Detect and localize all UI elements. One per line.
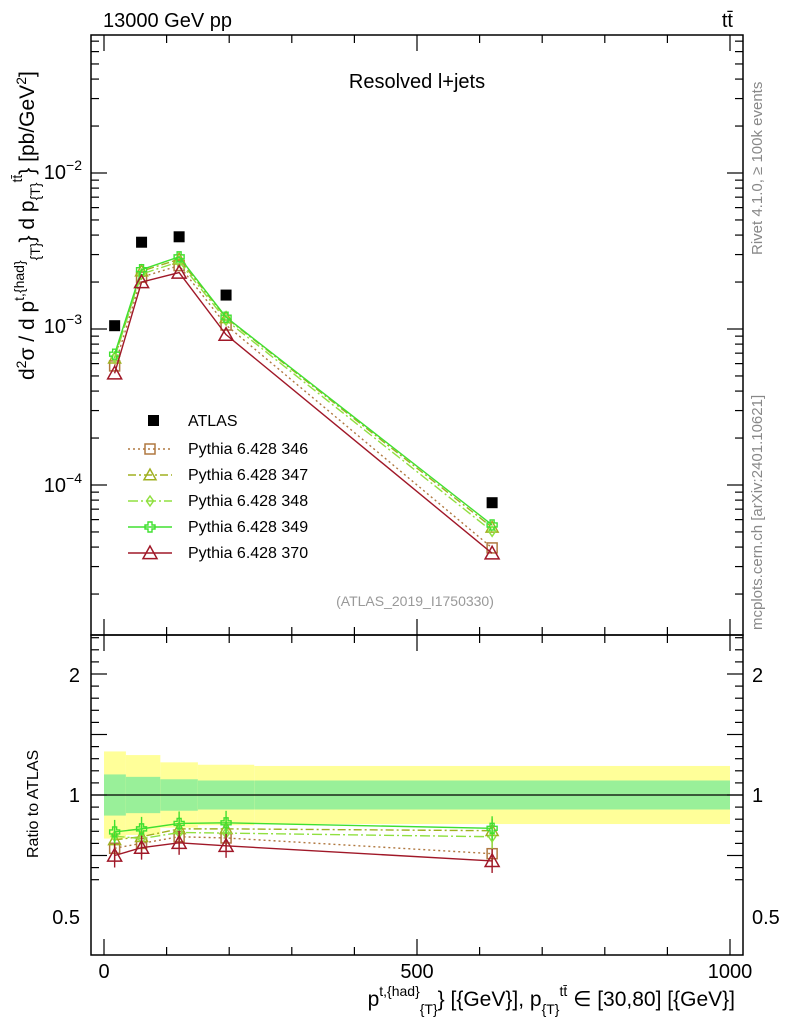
series-point-4 bbox=[170, 264, 188, 279]
ylabel-part: d bbox=[16, 368, 39, 380]
xlabel-part: ∈ [30,80] [{GeV}] bbox=[567, 988, 735, 1011]
ratio-point-4 bbox=[133, 839, 150, 854]
x-tick-label-500: 500 bbox=[400, 961, 433, 983]
ratio-point-3 bbox=[135, 823, 148, 835]
series-line-3 bbox=[113, 256, 493, 526]
legend-label-atlas: ATLAS bbox=[188, 413, 238, 430]
atlas-data-point bbox=[220, 289, 232, 301]
atlas-data-point bbox=[173, 231, 185, 243]
y-tick-label-1e-3: 10−3 bbox=[44, 311, 82, 338]
energy-label: 13000 GeV pp bbox=[103, 10, 232, 32]
ratio-tick-label-2-left: 2 bbox=[69, 665, 80, 687]
y-tick-label-1e-4: 10−4 bbox=[44, 470, 82, 497]
ylabel-part: {T} bbox=[27, 182, 43, 200]
legend-label-346: Pythia 6.428 346 bbox=[188, 441, 308, 458]
process-label: tt̄ bbox=[722, 10, 734, 32]
ratio-point-3 bbox=[173, 817, 185, 830]
main-series bbox=[106, 251, 501, 560]
ratio-y-ticks bbox=[91, 637, 743, 881]
rivet-label: Rivet 4.1.0, ≥ 100k events bbox=[749, 82, 766, 255]
series-line-2 bbox=[113, 260, 493, 532]
series-point-3 bbox=[135, 263, 148, 276]
x-ticks bbox=[103, 35, 731, 955]
ratio-point-3 bbox=[220, 817, 232, 829]
xlabel-part: tt̄ bbox=[559, 983, 567, 999]
ratio-series bbox=[106, 810, 501, 873]
series-point-3 bbox=[220, 311, 232, 323]
series-point-3 bbox=[486, 519, 498, 531]
series-point-3 bbox=[173, 251, 185, 263]
legend-marker-3 bbox=[144, 521, 156, 533]
xlabel-part: } [{GeV}], p bbox=[438, 988, 542, 1011]
ylabel-part: tt̄ bbox=[9, 175, 25, 183]
atlas-data-point bbox=[109, 320, 121, 332]
legend-label-349: Pythia 6.428 349 bbox=[188, 519, 308, 536]
xlabel-part: {T} bbox=[420, 1001, 438, 1017]
ratio-point-4 bbox=[483, 852, 501, 868]
ylabel-part: {T} bbox=[27, 242, 43, 260]
xlabel-part: t,{had} bbox=[379, 983, 420, 999]
series-line-0 bbox=[113, 264, 493, 549]
series-point-4 bbox=[483, 544, 501, 560]
series-point-4 bbox=[106, 364, 123, 380]
atlas-data-point bbox=[486, 497, 498, 509]
panel-title: Resolved l+jets bbox=[349, 71, 485, 93]
x-axis-label: pt,{had}{T}} [{GeV}], p{T}tt̄ ∈ [30,80] … bbox=[368, 983, 735, 1017]
ylabel-part: 2 bbox=[13, 77, 29, 85]
ratio-tick-label-0.5-left: 0.5 bbox=[52, 907, 80, 929]
ylabel-part: } [pb/GeV bbox=[16, 85, 39, 175]
series-point-4 bbox=[217, 326, 235, 341]
y-tick-label-1e-2: 10−2 bbox=[44, 157, 82, 184]
ratio-point-4 bbox=[106, 846, 123, 862]
analysis-ref: (ATLAS_2019_I1750330) bbox=[336, 593, 494, 609]
ylabel-part: t,{had} bbox=[11, 260, 27, 301]
legend-label-370: Pythia 6.428 370 bbox=[188, 545, 308, 562]
legend-label-347: Pythia 6.428 347 bbox=[188, 467, 308, 484]
ylabel-part: 2 bbox=[13, 360, 29, 368]
series-line-4 bbox=[113, 271, 493, 554]
legend-marker-1 bbox=[142, 467, 158, 481]
ratio-tick-label-1-right: 1 bbox=[752, 785, 763, 807]
ratio-tick-label-0.5-right: 0.5 bbox=[752, 907, 780, 929]
x-tick-label-1000: 1000 bbox=[708, 961, 753, 983]
y-axis-label: d2σ / d pt,{had}{T}} d p{T}tt̄} [pb/GeV2… bbox=[9, 71, 43, 380]
ylabel-part: } d p bbox=[16, 200, 39, 242]
legend-marker-2 bbox=[145, 494, 155, 508]
legend-atlas-marker bbox=[148, 415, 159, 426]
atlas-data-points bbox=[109, 231, 498, 509]
ratio-point-2 bbox=[487, 830, 497, 844]
ylabel-part: σ / d p bbox=[16, 301, 39, 361]
xlabel-part: p bbox=[368, 988, 380, 1011]
ylabel-part: ] bbox=[16, 71, 39, 77]
ratio-tick-label-2-right: 2 bbox=[752, 665, 763, 687]
legend-label-348: Pythia 6.428 348 bbox=[188, 493, 308, 510]
legend-marker-4 bbox=[141, 544, 159, 560]
atlas-data-point bbox=[136, 236, 148, 248]
mcplots-label: mcplots.cern.ch [arXiv:2401.10621] bbox=[749, 395, 766, 630]
x-tick-label-0: 0 bbox=[98, 961, 109, 983]
series-point-4 bbox=[133, 273, 150, 289]
ratio-point-4 bbox=[217, 837, 235, 853]
ratio-y-label: Ratio to ATLAS bbox=[25, 750, 42, 858]
ratio-point-3 bbox=[108, 826, 121, 838]
ratio-point-4 bbox=[170, 834, 188, 850]
ratio-line-0 bbox=[114, 836, 493, 855]
ratio-tick-label-1-left: 1 bbox=[69, 785, 80, 807]
legend-marker-0 bbox=[144, 443, 156, 455]
ratio-point-3 bbox=[486, 822, 498, 834]
ratio-line-4 bbox=[114, 842, 493, 862]
main-y-ticks bbox=[91, 40, 743, 595]
legend: ATLAS Pythia 6.428 346 Pythia 6.428 347 … bbox=[128, 413, 308, 562]
series-point-0 bbox=[173, 259, 185, 272]
xlabel-part: {T} bbox=[542, 1001, 560, 1017]
ratio-line-2 bbox=[114, 831, 493, 840]
